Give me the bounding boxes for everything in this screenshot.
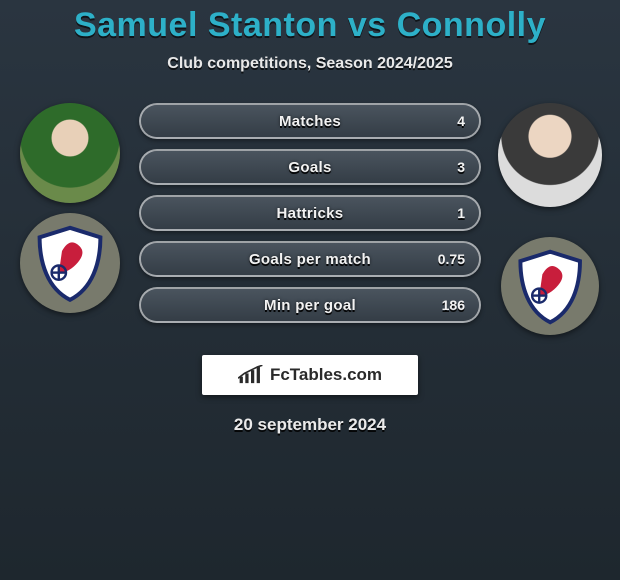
stat-right-value: 1 — [457, 197, 465, 229]
stat-bar: Hattricks 1 — [139, 195, 481, 231]
stat-label: Matches — [141, 105, 479, 137]
stat-right-value: 0.75 — [438, 243, 465, 275]
branding-badge: FcTables.com — [202, 355, 418, 395]
right-player-avatar — [498, 103, 602, 207]
shield-icon — [30, 223, 110, 303]
right-club-crest — [501, 237, 599, 335]
stat-bar: Matches 4 — [139, 103, 481, 139]
subtitle: Club competitions, Season 2024/2025 — [0, 55, 620, 73]
stat-label: Goals per match — [141, 243, 479, 275]
stat-right-value: 3 — [457, 151, 465, 183]
bar-chart-icon — [238, 365, 264, 385]
stat-right-value: 4 — [457, 105, 465, 137]
left-player-avatar — [20, 103, 120, 203]
stat-label: Goals — [141, 151, 479, 183]
page-title: Samuel Stanton vs Connolly — [0, 6, 620, 45]
shield-icon — [511, 247, 589, 325]
date-label: 20 september 2024 — [0, 415, 620, 435]
stat-bar: Goals 3 — [139, 149, 481, 185]
stat-bar: Goals per match 0.75 — [139, 241, 481, 277]
stat-label: Hattricks — [141, 197, 479, 229]
stats-bars: Matches 4 Goals 3 Hattricks 1 Goals per … — [139, 103, 481, 323]
stat-bar: Min per goal 186 — [139, 287, 481, 323]
branding-text: FcTables.com — [270, 365, 382, 385]
left-club-crest — [20, 213, 120, 313]
stat-right-value: 186 — [442, 289, 465, 321]
stat-label: Min per goal — [141, 289, 479, 321]
